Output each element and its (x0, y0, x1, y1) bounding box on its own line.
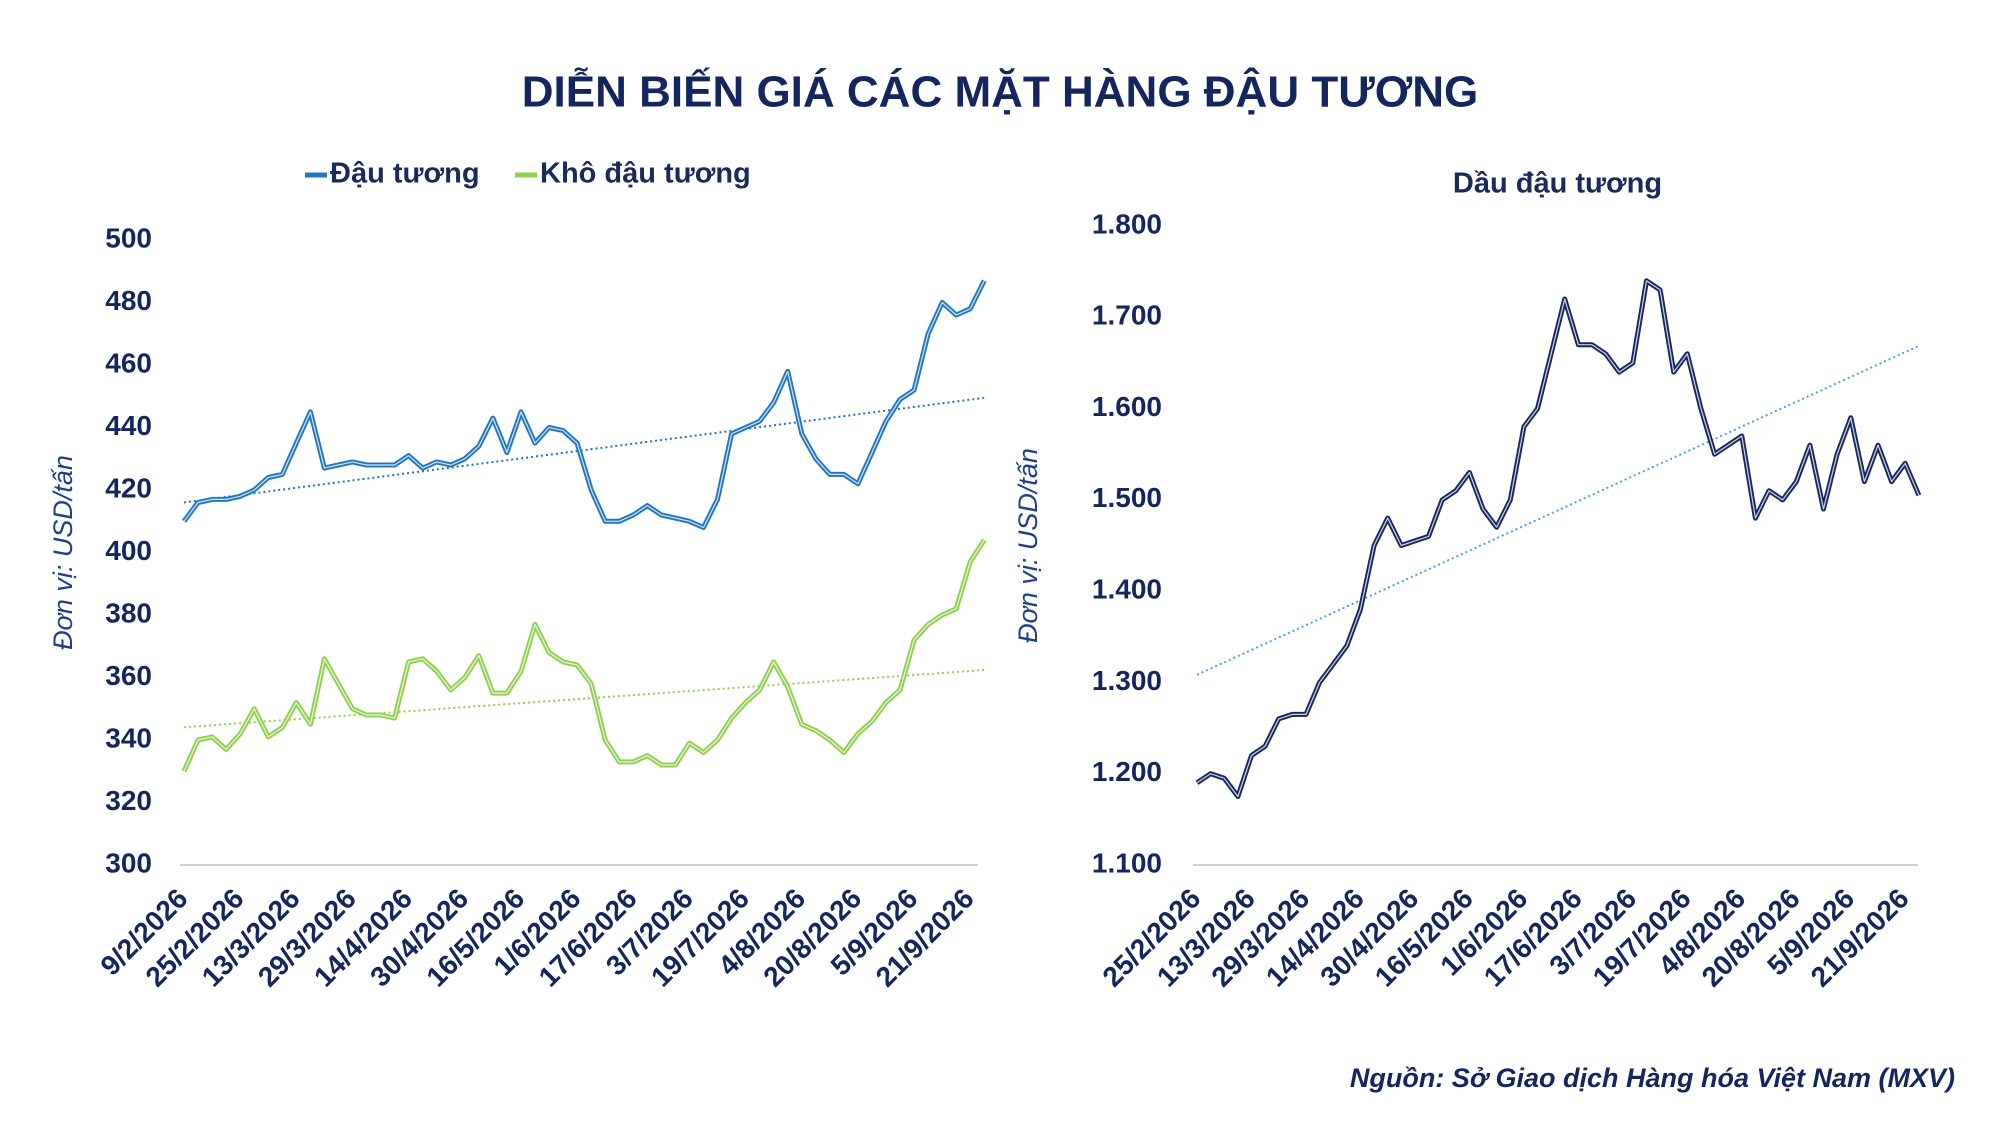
y-axis-label: Đơn vị: USD/tấn (1013, 448, 1043, 643)
series-line (181, 279, 987, 530)
y-axis-label: Đơn vị: USD/tấn (48, 455, 78, 650)
source-note: Nguồn: Sở Giao dịch Hàng hóa Việt Nam (M… (1350, 1063, 1955, 1093)
series-line (1195, 278, 1922, 799)
legend-label: Khô đậu tương (540, 158, 751, 190)
chart-title: Dầu đậu tương (1453, 168, 1662, 200)
y-tick-label: 1.100 (1092, 847, 1162, 878)
legend-label: Đậu tương (330, 158, 480, 190)
trendline (183, 668, 985, 729)
y-tick-label: 480 (105, 285, 152, 316)
series-line-highlight (183, 280, 985, 529)
y-tick-label: 1.400 (1092, 574, 1162, 605)
y-tick-label: 440 (105, 410, 152, 441)
y-tick-label: 420 (105, 472, 152, 503)
series-line (181, 538, 987, 773)
y-tick-label: 380 (105, 597, 152, 628)
y-tick-label: 1.500 (1092, 482, 1162, 513)
series-line-highlight (1196, 280, 1920, 798)
y-tick-label: 500 (105, 222, 152, 253)
y-tick-label: 1.300 (1092, 665, 1162, 696)
y-tick-label: 1.700 (1092, 300, 1162, 331)
y-tick-label: 340 (105, 722, 152, 753)
y-tick-label: 460 (105, 347, 152, 378)
trendline (183, 396, 985, 504)
y-tick-label: 300 (105, 847, 152, 878)
y-tick-label: 360 (105, 660, 152, 691)
series-line-highlight (183, 539, 985, 772)
y-tick-label: 400 (105, 535, 152, 566)
y-tick-label: 1.600 (1092, 391, 1162, 422)
y-tick-label: 1.200 (1092, 756, 1162, 787)
trendline (1196, 344, 1920, 676)
page-title: DIỄN BIẾN GIÁ CÁC MẶT HÀNG ĐẬU TƯƠNG (522, 67, 1478, 117)
y-tick-label: 320 (105, 785, 152, 816)
y-tick-label: 1.800 (1092, 208, 1162, 239)
